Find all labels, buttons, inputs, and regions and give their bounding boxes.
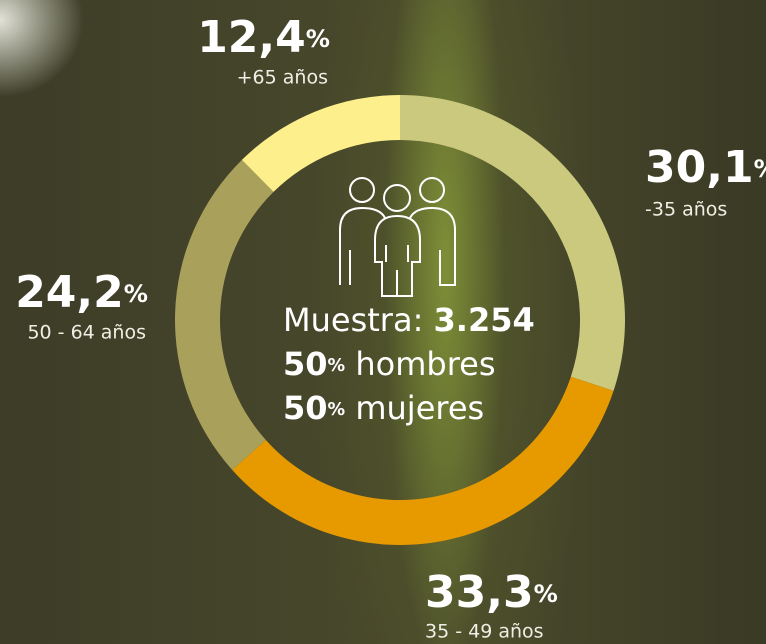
slice xyxy=(400,95,625,391)
category-label: 35 - 49 años xyxy=(425,621,544,643)
value-label: 30,1% xyxy=(645,142,766,193)
slice xyxy=(175,159,274,470)
slice xyxy=(241,95,400,192)
category-label: +65 años xyxy=(237,67,328,89)
value-label: 33,3% xyxy=(425,567,558,618)
sample: Muestra: 3.254 xyxy=(283,301,535,339)
value-label: 12,4% xyxy=(197,12,330,63)
sample-value: 3.254 xyxy=(434,301,535,339)
split-label: mujeres xyxy=(355,389,484,427)
split-label: hombres xyxy=(355,345,495,383)
sample-label: Muestra: xyxy=(283,301,423,339)
category-label: -35 años xyxy=(645,199,727,221)
value-label: 24,2% xyxy=(15,267,148,318)
split-value: 50% xyxy=(283,345,346,383)
split-value: 50% xyxy=(283,389,346,427)
people-icon xyxy=(339,177,456,297)
slice xyxy=(232,376,614,546)
split-women: 50% mujeres xyxy=(283,389,484,427)
split-men: 50% hombres xyxy=(283,345,496,383)
category-label: 50 - 64 años xyxy=(27,322,146,344)
